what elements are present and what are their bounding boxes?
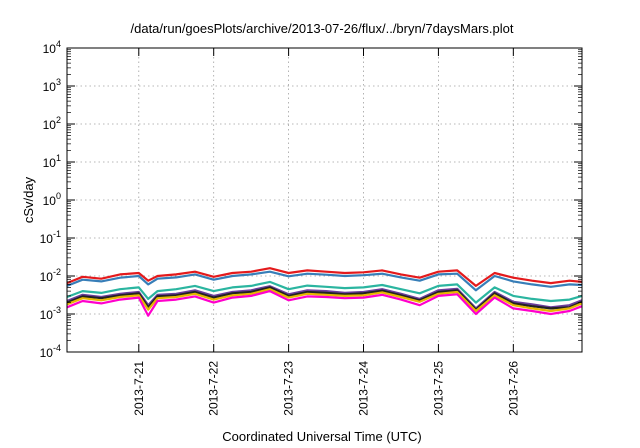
- y-tick-exponent: 4: [56, 39, 61, 49]
- series-line-5: [66, 286, 583, 311]
- series-line-6: [66, 288, 583, 313]
- y-axis-label: cSv/day: [21, 176, 36, 223]
- y-tick-base: 10: [43, 80, 57, 94]
- y-tick-base: 10: [43, 156, 57, 170]
- series-group: [66, 267, 583, 317]
- y-tick-base: 10: [40, 346, 54, 360]
- series-line-1: [66, 267, 583, 287]
- y-tick-label: 10-4: [40, 343, 61, 360]
- x-tick-label: 2013-7-25: [431, 361, 445, 416]
- y-tick-exponent: -1: [53, 229, 61, 239]
- y-tick-base: 10: [40, 232, 54, 246]
- y-tick-label: 102: [43, 115, 61, 132]
- y-tick-label: 101: [43, 153, 61, 170]
- chart-title: /data/run/goesPlots/archive/2013-07-26/f…: [131, 21, 514, 36]
- series-line-2: [66, 270, 583, 292]
- y-tick-exponent: -3: [53, 305, 61, 315]
- x-tick-label: 2013-7-22: [207, 361, 221, 416]
- y-tick-label: 104: [43, 39, 61, 56]
- y-tick-exponent: 1: [56, 153, 61, 163]
- ticks: [67, 47, 582, 353]
- x-tick-labels: 2013-7-21 2013-7-22 2013-7-23 2013-7-24 2013…: [132, 361, 521, 416]
- y-tick-base: 10: [43, 194, 57, 208]
- y-tick-base: 10: [43, 42, 57, 56]
- y-tick-label: 10-3: [40, 305, 61, 322]
- y-tick-exponent: 2: [56, 115, 61, 125]
- y-tick-exponent: 3: [56, 77, 61, 87]
- x-tick-label: 2013-7-21: [132, 361, 146, 416]
- y-tick-label: 10-2: [40, 267, 61, 284]
- x-tick-label: 2013-7-23: [282, 361, 296, 416]
- y-tick-label: 100: [43, 191, 61, 208]
- y-tick-base: 10: [40, 270, 54, 284]
- x-tick-label: 2013-7-26: [506, 361, 520, 416]
- y-tick-label: 103: [43, 77, 61, 94]
- x-tick-label: 2013-7-24: [357, 361, 371, 416]
- y-tick-base: 10: [40, 308, 54, 322]
- y-tick-exponent: -2: [53, 267, 61, 277]
- y-tick-label: 10-1: [40, 229, 61, 246]
- y-tick-base: 10: [43, 118, 57, 132]
- y-tick-exponent: -4: [53, 343, 61, 353]
- series-line-3: [66, 280, 583, 304]
- y-tick-exponent: 0: [56, 191, 61, 201]
- series-line-7: [66, 290, 583, 317]
- x-axis-label: Coordinated Universal Time (UTC): [222, 429, 421, 444]
